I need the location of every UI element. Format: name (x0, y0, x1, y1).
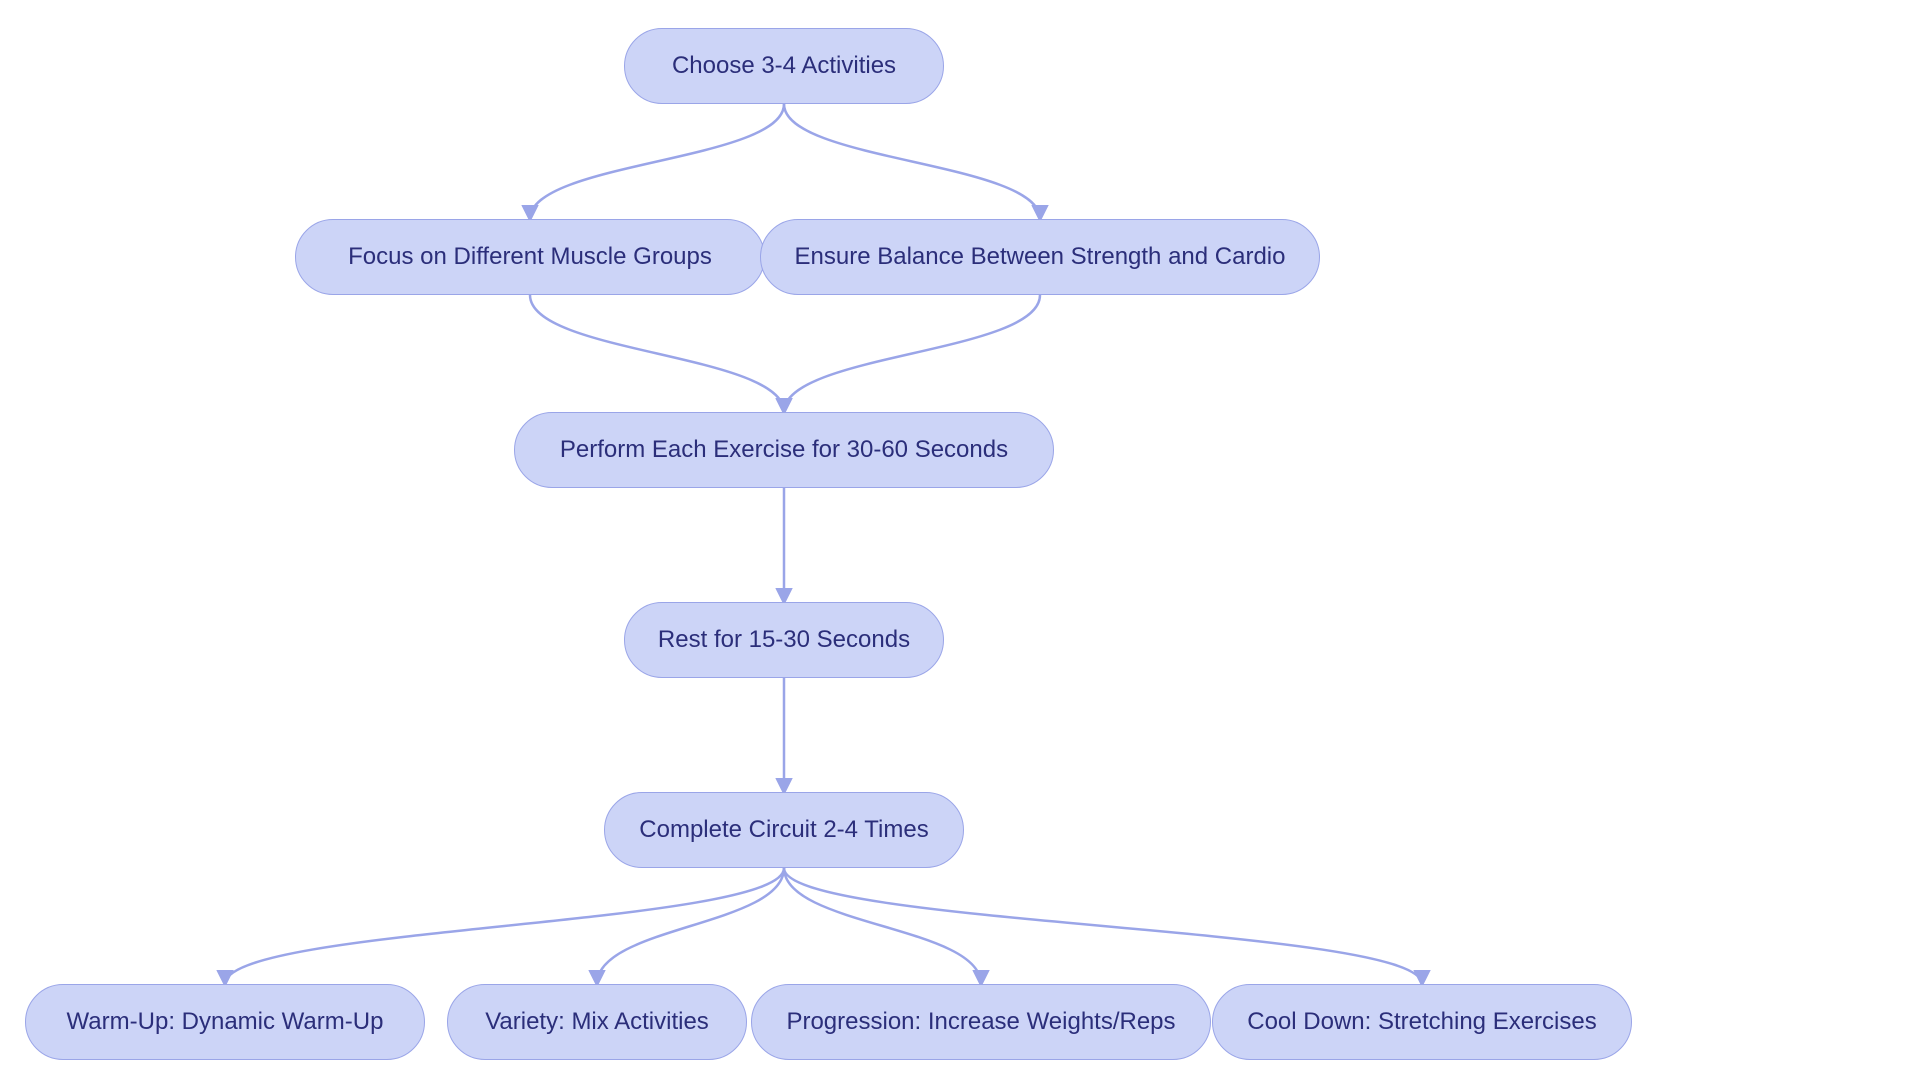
node-complete: Complete Circuit 2-4 Times (604, 792, 964, 868)
node-choose: Choose 3-4 Activities (624, 28, 944, 104)
edge-balance-perform (784, 295, 1040, 412)
node-progress: Progression: Increase Weights/Reps (751, 984, 1211, 1060)
node-label: Ensure Balance Between Strength and Card… (795, 243, 1286, 271)
node-label: Variety: Mix Activities (485, 1008, 709, 1036)
edge-complete-variety (597, 868, 784, 984)
edge-complete-cool (784, 868, 1422, 984)
flowchart-canvas: Choose 3-4 Activities Focus on Different … (0, 0, 1920, 1083)
node-label: Perform Each Exercise for 30-60 Seconds (560, 436, 1008, 464)
edge-choose-muscle (530, 104, 784, 219)
node-label: Progression: Increase Weights/Reps (786, 1008, 1175, 1036)
edge-choose-balance (784, 104, 1040, 219)
node-label: Warm-Up: Dynamic Warm-Up (67, 1008, 384, 1036)
node-label: Choose 3-4 Activities (672, 52, 896, 80)
edge-complete-progress (784, 868, 981, 984)
node-variety: Variety: Mix Activities (447, 984, 747, 1060)
edges-layer (0, 0, 1920, 1083)
node-label: Rest for 15-30 Seconds (658, 626, 910, 654)
node-label: Complete Circuit 2-4 Times (639, 816, 928, 844)
node-perform: Perform Each Exercise for 30-60 Seconds (514, 412, 1054, 488)
node-label: Focus on Different Muscle Groups (348, 243, 712, 271)
edge-complete-warmup (225, 868, 784, 984)
node-label: Cool Down: Stretching Exercises (1247, 1008, 1596, 1036)
node-muscle: Focus on Different Muscle Groups (295, 219, 765, 295)
node-balance: Ensure Balance Between Strength and Card… (760, 219, 1320, 295)
node-cool: Cool Down: Stretching Exercises (1212, 984, 1632, 1060)
edge-muscle-perform (530, 295, 784, 412)
node-warmup: Warm-Up: Dynamic Warm-Up (25, 984, 425, 1060)
node-rest: Rest for 15-30 Seconds (624, 602, 944, 678)
